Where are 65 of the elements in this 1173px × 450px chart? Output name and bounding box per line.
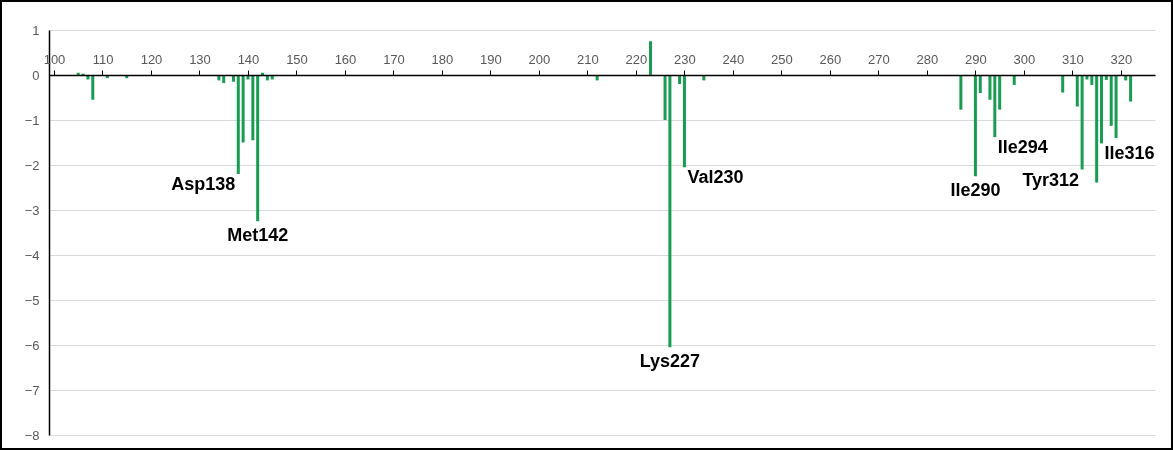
y-tick-label: 0 — [32, 67, 40, 83]
bar — [1090, 75, 1094, 85]
bar — [998, 75, 1002, 110]
y-tick-label: −3 — [24, 202, 40, 218]
y-tick-label: −2 — [24, 157, 40, 173]
x-tick-label: 240 — [722, 51, 745, 67]
bar — [236, 75, 240, 174]
annotation: Ile316 — [1104, 143, 1155, 164]
y-tick-label: −5 — [24, 292, 40, 308]
x-tick-label: 200 — [528, 51, 551, 67]
annotation: Ile294 — [997, 137, 1048, 158]
y-tick-label: −4 — [24, 247, 40, 263]
bar — [682, 75, 686, 168]
y-tick-label: −6 — [24, 337, 40, 353]
bar — [1129, 75, 1133, 102]
bar — [973, 75, 977, 177]
bar — [91, 75, 95, 100]
bar — [1114, 75, 1118, 138]
bar — [251, 75, 255, 141]
x-tick-label: 190 — [480, 51, 502, 67]
x-tick-label: 290 — [965, 51, 987, 67]
x-tick-label: 260 — [819, 51, 842, 67]
x-tick-label: 180 — [431, 51, 454, 67]
bar — [231, 75, 235, 82]
bar — [988, 75, 992, 100]
bar — [1075, 75, 1079, 107]
bar — [959, 75, 963, 110]
bar — [649, 41, 652, 75]
x-tick-label: 150 — [286, 51, 308, 67]
annotation: Met142 — [227, 225, 289, 246]
bar — [1061, 75, 1065, 93]
bar — [668, 75, 672, 348]
x-tick-label: 230 — [674, 51, 696, 67]
bar — [1100, 75, 1103, 144]
bar — [993, 75, 997, 138]
y-tick-label: 1 — [32, 22, 40, 38]
x-tick-label: 300 — [1013, 51, 1036, 67]
bar — [241, 75, 245, 143]
bar — [1080, 75, 1084, 170]
x-tick-label: 160 — [334, 51, 357, 67]
bar — [1095, 75, 1099, 183]
x-tick-label: 210 — [577, 51, 599, 67]
x-tick-label: 220 — [625, 51, 648, 67]
x-tick-label: 110 — [92, 51, 114, 67]
y-tick-label: −1 — [24, 112, 40, 128]
x-tick-label: 120 — [140, 51, 163, 67]
x-tick-label: 270 — [868, 51, 890, 67]
x-tick-label: 130 — [189, 51, 211, 67]
x-tick-label: 280 — [916, 51, 939, 67]
annotation: Asp138 — [171, 174, 236, 194]
x-tick-label: 140 — [237, 51, 260, 67]
bar — [1109, 75, 1113, 126]
annotation: Val230 — [687, 167, 744, 188]
bar — [978, 75, 982, 93]
x-tick-label: 310 — [1062, 51, 1084, 67]
y-tick-label: −8 — [24, 427, 40, 443]
x-tick-label: 250 — [771, 51, 793, 67]
bar — [256, 75, 260, 222]
annotation: Lys227 — [639, 351, 701, 372]
x-tick-label: 320 — [1110, 51, 1133, 67]
y-tick-label: −7 — [24, 382, 40, 398]
bar — [1012, 75, 1016, 85]
annotation: Ile290 — [950, 180, 1001, 201]
annotation: Tyr312 — [1022, 169, 1080, 190]
x-tick-label: 170 — [383, 51, 405, 67]
